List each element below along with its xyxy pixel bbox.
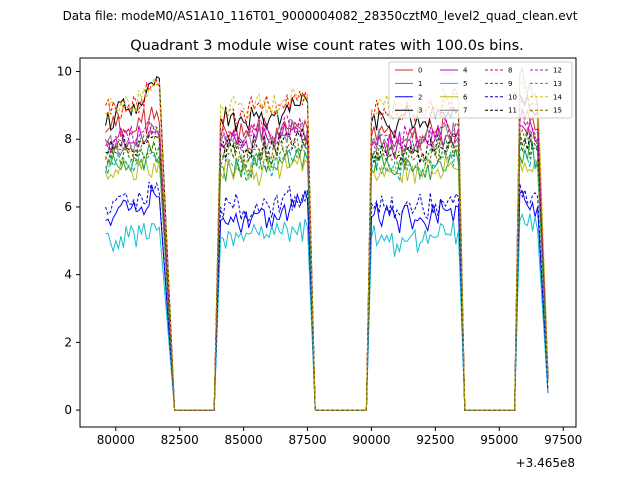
legend-label-5: 5: [463, 80, 467, 88]
y-tick-label: 0: [64, 403, 72, 417]
series-line-13: [105, 145, 549, 411]
y-tick-label: 2: [64, 335, 72, 349]
legend-label-11: 11: [508, 107, 517, 115]
series-line-5: [105, 212, 549, 411]
chart-suptitle: Data file: modeM0/AS1A10_116T01_90000040…: [63, 9, 578, 23]
legend-label-1: 1: [418, 80, 422, 88]
series-lines: [105, 67, 549, 411]
legend-label-4: 4: [463, 67, 468, 75]
legend-label-0: 0: [418, 67, 422, 75]
legend-label-15: 15: [553, 107, 562, 115]
series-line-10: [105, 181, 549, 411]
y-tick-label: 4: [64, 268, 72, 282]
legend-label-8: 8: [508, 67, 512, 75]
x-tick-label: 82500: [161, 433, 199, 447]
legend-label-3: 3: [418, 107, 422, 115]
x-tick-label: 80000: [97, 433, 135, 447]
x-tick-label: 85000: [225, 433, 263, 447]
series-line-12: [105, 109, 549, 411]
legend-label-10: 10: [508, 93, 517, 101]
x-axis: 80000 82500 85000 87500 90000 92500 95000 97500: [97, 427, 582, 447]
legend-label-7: 7: [463, 107, 467, 115]
chart-title: Quadrant 3 module wise count rates with …: [130, 38, 524, 54]
series-line-6: [105, 153, 549, 411]
legend-label-2: 2: [418, 93, 422, 101]
legend-label-12: 12: [553, 67, 562, 75]
y-tick-label: 8: [64, 132, 72, 146]
x-tick-label: 87500: [288, 433, 326, 447]
y-axis: 0 2 4 6 8 10: [57, 65, 80, 417]
x-tick-label: 97500: [544, 433, 582, 447]
series-line-11: [105, 128, 549, 411]
legend-label-14: 14: [553, 93, 562, 101]
series-line-0: [105, 106, 549, 411]
x-tick-label: 92500: [416, 433, 454, 447]
y-tick-label: 6: [64, 200, 72, 214]
axes-frame: [79, 57, 577, 428]
series-line-8: [105, 79, 549, 411]
x-tick-label: 95000: [480, 433, 518, 447]
x-tick-label: 90000: [352, 433, 390, 447]
series-line-15: [105, 127, 549, 411]
legend-box: [388, 61, 573, 119]
legend-label-9: 9: [508, 80, 512, 88]
series-line-2: [105, 184, 549, 411]
legend-label-6: 6: [463, 93, 468, 101]
legend-label-13: 13: [553, 80, 562, 88]
y-tick-label: 10: [57, 65, 72, 79]
series-line-9: [105, 131, 549, 411]
series-line-4: [105, 120, 549, 411]
x-axis-offset-label: +3.465e8: [516, 456, 575, 470]
